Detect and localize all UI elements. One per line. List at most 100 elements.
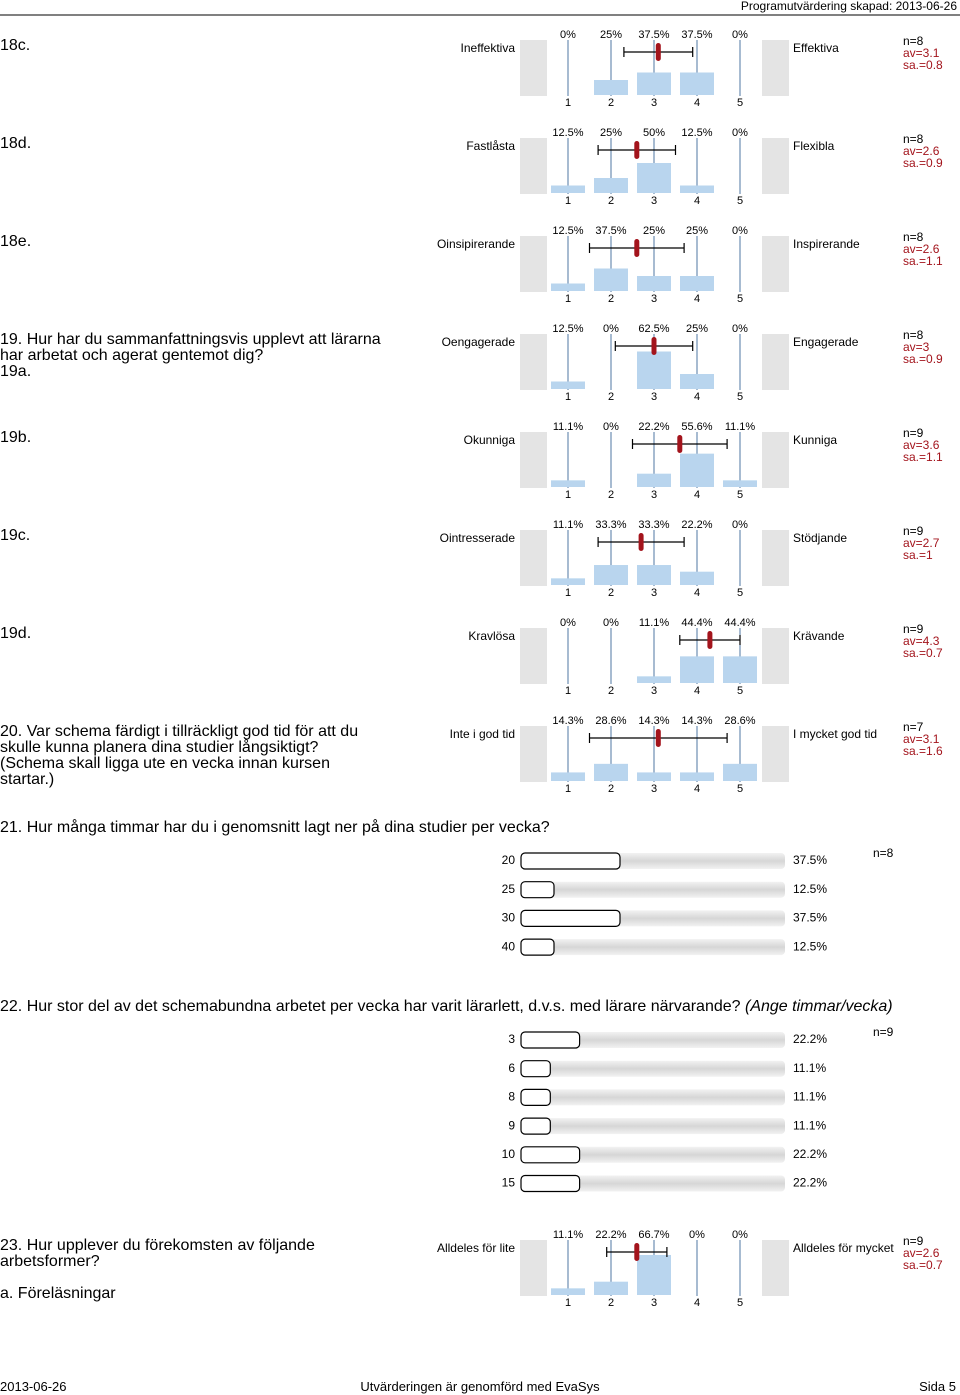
percent-label: 22.2%: [681, 519, 712, 531]
track: [521, 1032, 785, 1048]
mean-marker: [655, 729, 661, 747]
mean-marker: [634, 239, 640, 257]
n-label: n=9: [903, 524, 924, 538]
percent-label: 37.5%: [638, 29, 669, 41]
av-label: av=2.6: [903, 1246, 940, 1260]
right-label: I mycket god tid: [793, 727, 877, 741]
side-box: [520, 726, 547, 782]
percent-label: 12.5%: [552, 323, 583, 335]
option-label: 25: [502, 882, 516, 896]
bar: [520, 909, 621, 928]
percent-label: 62.5%: [638, 323, 669, 335]
side-box: [520, 432, 547, 488]
option-label: 3: [508, 1032, 515, 1046]
item-label: 18e.: [0, 233, 32, 250]
percent-label: 25%: [600, 29, 622, 41]
scale-label: 5: [737, 587, 743, 599]
n-label: n=9: [903, 1234, 924, 1248]
left-label: Fastlåsta: [466, 139, 515, 153]
scale-label: 4: [694, 97, 700, 109]
bar: [680, 772, 714, 781]
scale-label: 3: [651, 195, 657, 207]
bar: [551, 772, 585, 781]
percent-label: 22.2%: [793, 1147, 827, 1161]
bar: [551, 283, 585, 291]
scale-label: 1: [565, 685, 571, 697]
scale-label: 4: [694, 195, 700, 207]
footer-page: Sida 5: [919, 1379, 956, 1394]
question-title: 22. Hur stor del av det schemabundna arb…: [0, 999, 893, 1015]
side-box: [762, 1240, 789, 1296]
percent-label: 55.6%: [681, 421, 712, 433]
sa-label: sa.=0.7: [903, 646, 943, 660]
item-label: 19c.: [0, 527, 31, 544]
percent-label: 25%: [686, 225, 708, 237]
option-label: 6: [508, 1061, 515, 1075]
percent-label: 12.5%: [793, 882, 827, 896]
percent-label: 25%: [686, 323, 708, 335]
side-box: [520, 530, 547, 586]
percent-label: 11.1%: [793, 1061, 826, 1075]
scale-label: 3: [651, 391, 657, 403]
n-label: n=9: [903, 622, 924, 636]
percent-label: 0%: [732, 323, 748, 335]
scale-label: 2: [608, 293, 614, 305]
question-text: 23. Hur upplever du förekomsten av följa…: [0, 1237, 315, 1270]
bar: [723, 656, 757, 683]
bar: [637, 772, 671, 781]
item-label: 19d.: [0, 625, 32, 642]
bar: [594, 268, 628, 291]
scale-label: 2: [608, 685, 614, 697]
side-box: [520, 138, 547, 194]
right-label: Krävande: [793, 629, 845, 643]
option-label: 30: [502, 911, 516, 925]
left-label: Okunniga: [464, 433, 516, 447]
question-title: 21. Hur många timmar har du i genomsnitt…: [0, 820, 550, 836]
item-text: 18c.: [0, 38, 390, 54]
percent-label: 12.5%: [552, 127, 583, 139]
percent-label: 11.1%: [553, 421, 584, 433]
n-label: n=8: [903, 328, 924, 342]
option-label: 20: [502, 853, 516, 867]
percent-label: 11.1%: [553, 1229, 584, 1241]
right-label: Effektiva: [793, 41, 839, 55]
n-label: n=8: [903, 34, 924, 48]
av-label: av=2.6: [903, 144, 940, 158]
bar: [637, 473, 671, 487]
percent-label: 11.1%: [639, 617, 670, 629]
scale-label: 5: [737, 195, 743, 207]
bar: [723, 763, 757, 781]
mean-marker: [651, 337, 657, 355]
item-text: 18d.: [0, 136, 390, 152]
sa-label: sa.=0.9: [903, 156, 943, 170]
bar: [594, 80, 628, 95]
scale-label: 5: [737, 1297, 743, 1309]
scale-label: 4: [694, 1297, 700, 1309]
footer-center: Utvärderingen är genomförd med EvaSys: [360, 1379, 600, 1394]
percent-label: 0%: [560, 617, 576, 629]
percent-label: 0%: [603, 421, 619, 433]
bar: [680, 571, 714, 585]
bar: [551, 185, 585, 193]
side-box: [762, 628, 789, 684]
item-label: 18d.: [0, 135, 32, 152]
bar: [680, 374, 714, 389]
percent-label: 0%: [603, 323, 619, 335]
percent-label: 11.1%: [793, 1118, 826, 1132]
bar: [551, 578, 585, 585]
left-label: Kravlösa: [468, 629, 515, 643]
av-label: av=2.7: [903, 536, 940, 550]
percent-label: 11.1%: [725, 421, 756, 433]
track: [521, 1146, 785, 1163]
item-text: 19c.: [0, 528, 390, 544]
right-label: Alldeles för mycket: [793, 1241, 894, 1255]
bar: [520, 852, 621, 870]
percent-label: 12.5%: [681, 127, 712, 139]
bar: [520, 938, 555, 956]
scale-label: 1: [565, 587, 571, 599]
left-label: Inte i god tid: [450, 727, 515, 741]
bar: [637, 1254, 671, 1295]
side-box: [520, 40, 547, 96]
